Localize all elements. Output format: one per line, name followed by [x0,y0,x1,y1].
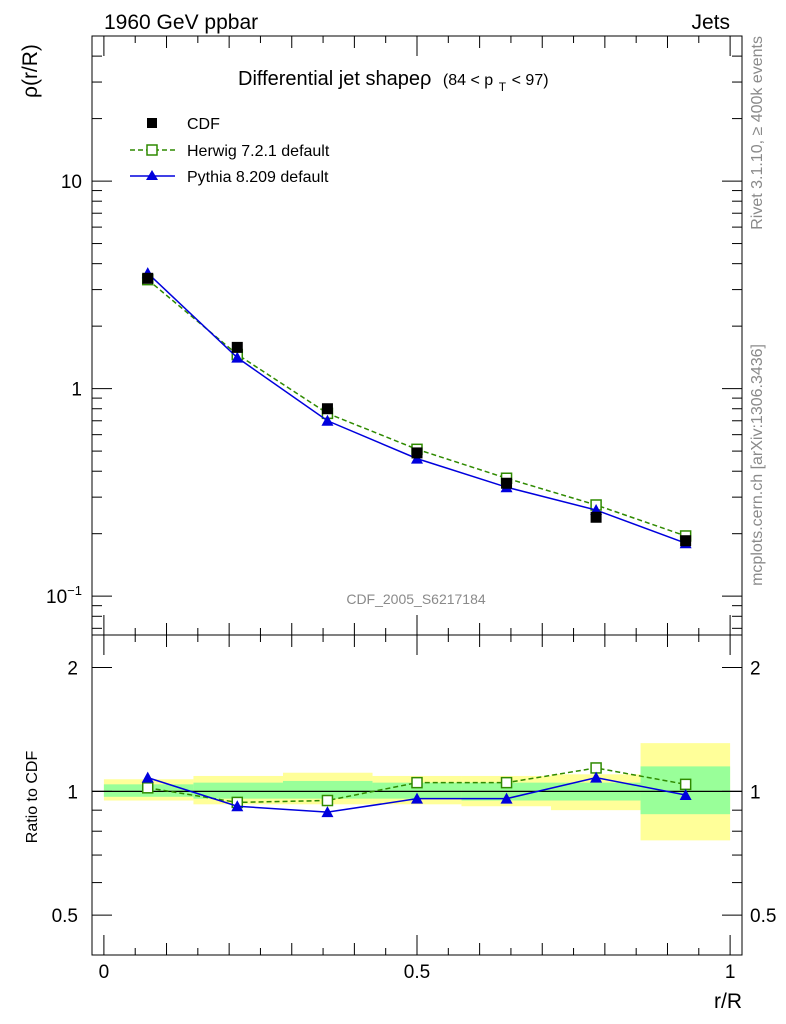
main-y-tick-label-exp-0: −1 [67,583,82,598]
legend: CDF Herwig 7.2.1 default Pythia 8.209 de… [130,116,330,186]
data-series [141,267,692,818]
main-cdf-point-4 [501,477,513,489]
x-tick-label-2: 1 [725,962,736,983]
main-cdf-point-2 [321,403,333,415]
ratio-herwig-point-2 [321,794,334,807]
header-left-label: 1960 GeV ppbar [104,11,258,34]
legend-cdf-label: CDF [187,116,220,133]
header-right-label: Jets [691,11,730,34]
ratio-band-green-1 [193,782,283,799]
main-cdf-point-1 [231,341,243,353]
legend-pythia-label: Pythia 8.209 default [187,169,329,186]
plot-title-range: (84 < p [443,72,493,89]
main-cdf-point-3 [411,447,423,459]
ratio-herwig-point-5 [590,762,602,774]
main-cdf-point-0 [142,272,154,284]
legend-cdf-marker [147,118,157,128]
x-axis-label: r/R [714,990,742,1013]
x-tick-label-1: 0.5 [404,962,430,983]
ratio-herwig-point-6 [679,778,692,791]
legend-pythia-marker [146,170,158,180]
main-pythia-point-1 [231,351,244,363]
main-y-tick-label-2: 10 [61,172,82,193]
main-y-axis-label: ρ(r/R) [19,44,42,98]
ratio-pythia-point-6 [679,788,692,800]
ratio-herwig-point-3 [411,776,423,789]
ratio-y-tick-label-left-1: 1 [67,782,78,803]
mcplots-label: mcplots.cern.ch [arXiv:1306.3436] [749,344,766,586]
rivet-version-label: Rivet 3.1.10, ≥ 400k events [749,36,766,230]
main-y-tick-label-base-0: 10 [46,587,67,608]
ratio-herwig-point-4 [500,776,513,789]
plot-title-range-sub: T [499,80,507,94]
plot-title: Differential jet shapeρ (84 < p T < 97) [238,68,549,96]
main-pythia-line [147,272,686,544]
ratio-y-tick-label-left-0: 0.5 [52,906,78,927]
ratio-pythia-point-1 [231,800,244,812]
plot-title-range-end: < 97) [512,72,549,89]
ratio-pythia-point-2 [321,806,334,818]
main-cdf-point-5 [590,511,602,523]
main-y-tick-label-0: 10−1 [46,583,82,608]
main-herwig-line [147,279,686,537]
legend-entry-cdf: CDF [147,116,220,133]
ratio-pythia-point-0 [141,771,154,783]
ratio-pythia-point-4 [500,792,513,804]
main-pythia-point-2 [321,414,334,426]
ratio-herwig-point-0 [141,782,154,794]
ratio-pythia-point-5 [590,771,603,783]
ratio-y-axis-label: Ratio to CDF [24,751,41,844]
ratio-y-tick-label-right-0: 0.5 [750,906,776,927]
main-y-tick-label-base-1: 1 [71,380,82,401]
main-y-tick-label-base-2: 10 [61,172,82,193]
axis-ticks [92,35,742,956]
legend-herwig-label: Herwig 7.2.1 default [187,143,330,160]
analysis-label: CDF_2005_S6217184 [346,591,486,607]
main-cdf-point-6 [680,535,692,547]
legend-entry-pythia: Pythia 8.209 default [130,169,329,186]
ratio-y-tick-label-left-2: 2 [67,659,78,680]
main-y-tick-label-1: 1 [71,380,82,401]
legend-herwig-marker [146,144,158,156]
plot-title-main: Differential jet shapeρ [238,68,431,90]
ratio-y-tick-label-right-2: 2 [750,659,761,680]
ratio-y-tick-label-right-1: 1 [750,782,761,803]
x-tick-label-0: 0 [99,962,110,983]
ratio-band-green-2 [282,780,373,799]
ratio-pythia-point-3 [411,792,423,804]
legend-entry-herwig: Herwig 7.2.1 default [130,143,330,160]
